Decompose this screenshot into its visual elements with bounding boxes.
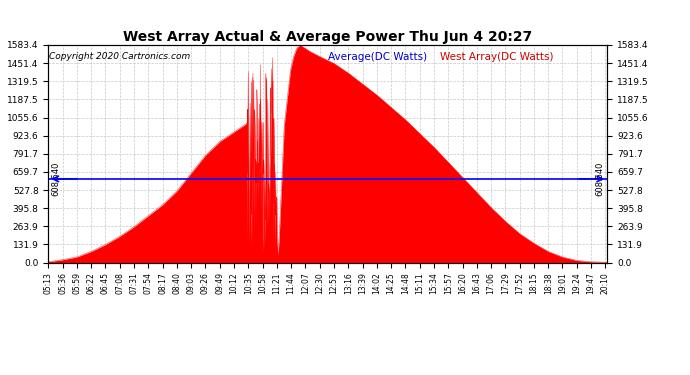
Text: West Array(DC Watts): West Array(DC Watts) — [440, 51, 553, 62]
Text: Copyright 2020 Cartronics.com: Copyright 2020 Cartronics.com — [49, 51, 190, 60]
Title: West Array Actual & Average Power Thu Jun 4 20:27: West Array Actual & Average Power Thu Ju… — [123, 30, 533, 44]
Text: 608.540: 608.540 — [595, 162, 604, 196]
Text: 608.540: 608.540 — [51, 162, 60, 196]
Text: Average(DC Watts): Average(DC Watts) — [328, 51, 427, 62]
